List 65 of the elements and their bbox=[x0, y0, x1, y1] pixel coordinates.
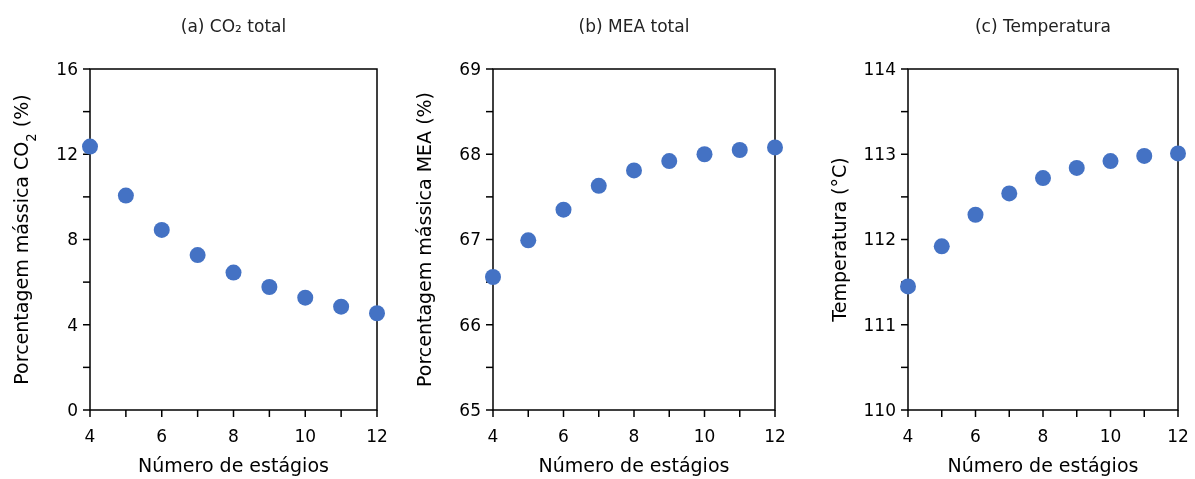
y-axis-title: Temperatura (°C) bbox=[828, 157, 850, 323]
x-tick-label: 10 bbox=[1099, 426, 1122, 446]
y-tick-label: 68 bbox=[459, 144, 481, 165]
y-tick-label: 16 bbox=[56, 58, 78, 79]
y-tick-label: 114 bbox=[863, 58, 896, 79]
point bbox=[1136, 147, 1153, 164]
x-tick-label: 6 bbox=[156, 426, 168, 446]
point bbox=[1001, 185, 1018, 202]
y-axis-title: Porcentagem mássica MEA (%) bbox=[413, 91, 435, 388]
point bbox=[696, 146, 713, 163]
x-axis-title: Número de estágios bbox=[947, 454, 1139, 476]
point bbox=[1035, 170, 1051, 187]
point bbox=[731, 141, 748, 158]
x-tick-label: 6 bbox=[970, 426, 981, 446]
point bbox=[369, 305, 385, 322]
point bbox=[520, 232, 537, 249]
x-tick-label: 8 bbox=[1037, 426, 1049, 446]
y-tick-label: 113 bbox=[863, 144, 896, 165]
point bbox=[297, 289, 314, 306]
point bbox=[82, 138, 98, 155]
point bbox=[967, 206, 984, 223]
y-tick-label: 69 bbox=[459, 58, 481, 79]
x-tick-label: 4 bbox=[84, 426, 96, 446]
point bbox=[1102, 153, 1119, 170]
point bbox=[590, 177, 607, 194]
point bbox=[661, 153, 678, 170]
x-tick-label: 8 bbox=[228, 426, 239, 446]
x-tick-label: 10 bbox=[693, 426, 716, 446]
point bbox=[626, 162, 642, 179]
point bbox=[900, 278, 916, 295]
y-tick-label: 4 bbox=[67, 314, 78, 335]
point bbox=[767, 139, 783, 156]
y-tick-label: 67 bbox=[459, 229, 481, 250]
point bbox=[1068, 159, 1085, 176]
y-tick-label: 8 bbox=[67, 229, 78, 250]
x-axis-title: Número de estágios bbox=[138, 454, 329, 476]
chart-title: (c) Temperatura bbox=[974, 16, 1112, 36]
x-tick-label: 12 bbox=[764, 426, 786, 446]
point bbox=[555, 201, 572, 218]
point bbox=[485, 269, 501, 286]
point bbox=[225, 264, 242, 281]
x-tick-label: 8 bbox=[628, 426, 640, 446]
y-tick-label: 12 bbox=[56, 144, 78, 165]
y-tick-label: 66 bbox=[459, 314, 481, 335]
point bbox=[333, 298, 350, 315]
y-tick-label: 112 bbox=[863, 229, 896, 250]
y-tick-label: 0 bbox=[67, 399, 78, 420]
point bbox=[153, 221, 170, 238]
x-tick-label: 12 bbox=[366, 426, 388, 446]
y-tick-label: 65 bbox=[459, 399, 481, 420]
x-tick-label: 6 bbox=[558, 426, 569, 446]
point bbox=[933, 238, 950, 255]
point bbox=[189, 247, 206, 264]
point bbox=[117, 187, 134, 204]
x-tick-label: 4 bbox=[902, 426, 914, 446]
x-tick-label: 4 bbox=[487, 426, 499, 446]
x-axis-title: Número de estágios bbox=[538, 454, 730, 476]
x-tick-label: 10 bbox=[294, 426, 317, 446]
chart-title: (b) MEA total bbox=[578, 16, 690, 36]
y-tick-label: 110 bbox=[863, 399, 896, 420]
point bbox=[261, 279, 278, 296]
x-tick-label: 12 bbox=[1167, 426, 1189, 446]
y-tick-label: 111 bbox=[863, 314, 896, 335]
chart-title: (a) CO₂ total bbox=[180, 16, 287, 36]
point bbox=[1170, 145, 1186, 162]
